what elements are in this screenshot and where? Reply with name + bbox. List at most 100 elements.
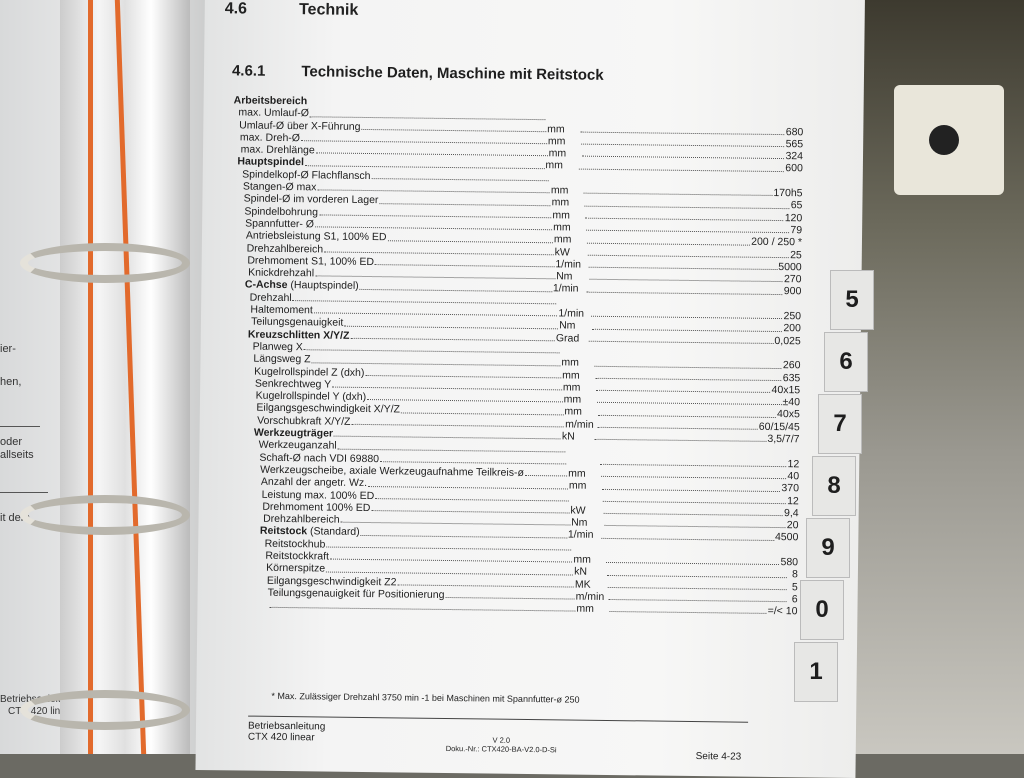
register-tab-9[interactable]: 9 (806, 518, 850, 578)
spec-unit: mm (563, 381, 595, 394)
spec-unit: Grad (556, 332, 588, 345)
footer-doc-number: Doku.-Nr.: CTX420-BA-V2.0-D-Si (446, 744, 557, 754)
spec-unit: mm (562, 369, 594, 382)
spec-value: 900 (784, 286, 802, 299)
spec-unit: mm (548, 135, 580, 148)
spec-value (599, 443, 609, 455)
register-tab-8[interactable]: 8 (812, 456, 856, 516)
spec-unit: mm (545, 160, 577, 173)
spec-value (593, 345, 603, 357)
spec-unit: kN (562, 430, 594, 443)
spec-unit (546, 110, 578, 123)
spec-value: 9,4 (784, 507, 799, 519)
spec-value: 600 (785, 163, 803, 176)
leader-dots (379, 195, 550, 206)
spec-value: 0,025 (774, 335, 800, 348)
spec-unit: mm (552, 209, 584, 222)
spec-unit: mm (573, 554, 605, 567)
register-tab-1[interactable]: 1 (794, 642, 838, 702)
left-text: hen, (0, 376, 21, 388)
spec-label: Spindelbohrung (244, 205, 318, 218)
spec-unit: Nm (571, 517, 603, 530)
leader-dots (368, 477, 568, 489)
leader-dots (609, 603, 766, 614)
spec-value: 200 (783, 322, 801, 335)
leader-dots (608, 579, 787, 590)
leader-dots (315, 218, 552, 230)
spec-unit (567, 455, 599, 468)
leader-dots (341, 514, 571, 526)
leader-dots (338, 440, 566, 452)
leader-dots (589, 271, 783, 283)
register-tab-7[interactable]: 7 (818, 394, 862, 454)
leader-dots (578, 160, 784, 172)
leader-dots (609, 591, 787, 602)
leader-dots (375, 490, 568, 502)
spec-unit: 1/min (553, 283, 585, 296)
leader-dots (360, 280, 552, 292)
register-tab-0[interactable]: 0 (800, 580, 844, 640)
spec-value (574, 99, 584, 111)
leader-dots (371, 170, 549, 181)
spec-label: Drehzahl (250, 291, 292, 304)
spec-value: 5000 (778, 261, 802, 274)
leader-dots (324, 243, 554, 255)
leader-dots (582, 148, 785, 160)
spec-unit: m/min (565, 418, 597, 431)
leader-dots (601, 468, 786, 480)
leader-dots (606, 554, 779, 565)
spec-value: 250 (783, 310, 801, 323)
spec-value: ±40 (782, 396, 800, 409)
spec-unit: mm (576, 603, 608, 616)
leader-dots (375, 256, 554, 267)
leader-dots (584, 185, 773, 197)
spec-unit (567, 443, 599, 456)
spec-value: 12 (787, 458, 799, 470)
divider (0, 426, 40, 427)
leader-dots (365, 367, 561, 379)
spec-value: =/< 10 (768, 605, 798, 618)
divider (0, 492, 48, 493)
left-text: allseits (0, 449, 34, 461)
leader-dots (586, 283, 783, 295)
spec-value: 6 (788, 593, 798, 605)
leader-dots (317, 181, 550, 193)
spec-label: Knickdrehzahl (248, 267, 314, 280)
leader-dots (596, 382, 771, 393)
spec-value: 680 (786, 126, 804, 139)
leader-dots (312, 354, 561, 366)
leader-dots (316, 145, 548, 157)
binder-ring (20, 690, 190, 730)
spec-label: Reitstockkraft (265, 550, 329, 563)
spec-value: 4500 (775, 531, 799, 544)
leader-dots (589, 332, 774, 344)
register-tab-5[interactable]: 5 (830, 270, 874, 330)
spec-unit: mm (568, 467, 600, 480)
spec-label: Werkzeuganzahl (259, 439, 337, 452)
spec-value: 170h5 (773, 187, 802, 200)
leader-dots (597, 394, 782, 406)
leader-dots (310, 108, 546, 120)
spec-unit: 1/min (555, 258, 587, 271)
binder-stripe (115, 0, 146, 754)
leader-dots (380, 453, 566, 465)
spec-value: 580 (780, 556, 798, 569)
spec-value: 260 (783, 359, 801, 372)
register-tab-6[interactable]: 6 (824, 332, 868, 392)
spec-value: 8 (788, 568, 798, 580)
left-text: ier- (0, 343, 16, 355)
leader-dots (367, 391, 563, 403)
spec-label: Spannfutter- Ø (245, 217, 314, 230)
leader-dots (330, 551, 572, 563)
spec-label: Vorschubkraft X/Y/Z (257, 414, 351, 427)
leader-dots (603, 505, 783, 516)
spec-label: Planweg X (253, 341, 303, 354)
spec-value (605, 542, 615, 554)
leader-dots (525, 467, 567, 477)
spec-unit (561, 344, 593, 357)
leader-dots (351, 416, 564, 428)
